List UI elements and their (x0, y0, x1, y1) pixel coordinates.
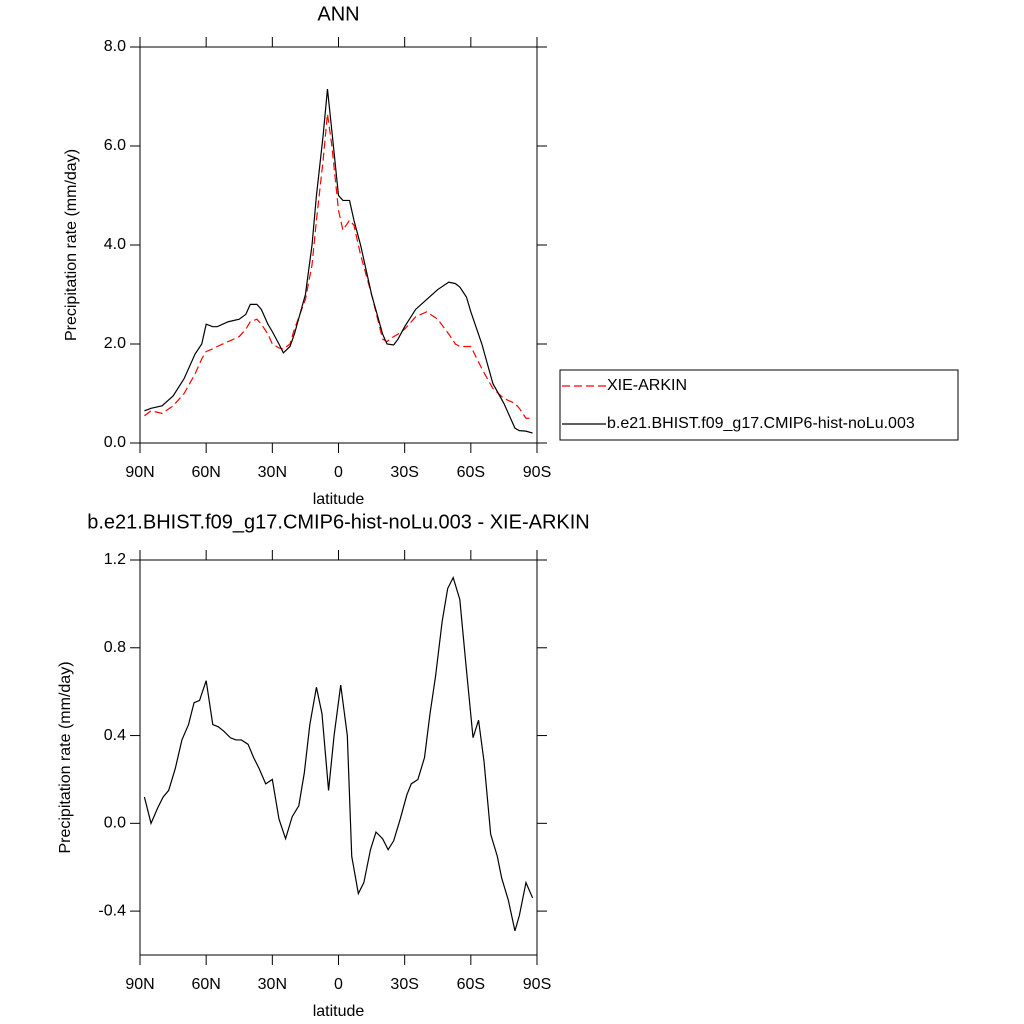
chart-title: ANN (317, 3, 359, 25)
x-tick-label: 30S (390, 976, 418, 993)
plot-frame (139, 559, 538, 956)
x-tick-label: 60N (191, 464, 220, 481)
x-tick-label: 30N (258, 976, 287, 993)
x-axis-label: latitude (313, 491, 365, 508)
y-axis-label: Precipitation rate (mm/day) (57, 661, 74, 853)
y-axis-label: Precipitation rate (mm/day) (63, 149, 80, 341)
x-tick-label: 0 (334, 464, 343, 481)
y-tick-label: 2.0 (104, 335, 126, 352)
y-tick-label: 0.4 (104, 727, 126, 744)
x-tick-label: 90N (125, 976, 154, 993)
x-tick-label: 60S (457, 464, 485, 481)
data-line (144, 113, 533, 419)
x-tick-label: 90S (523, 464, 551, 481)
plot-frame (139, 46, 538, 444)
legend-box (559, 369, 959, 441)
legend-label: b.e21.BHIST.f09_g17.CMIP6-hist-noLu.003 (607, 415, 915, 432)
y-tick-label: 4.0 (104, 236, 126, 253)
data-line (144, 89, 533, 434)
y-tick-label: 6.0 (104, 137, 126, 154)
y-tick-label: 1.2 (104, 551, 126, 568)
x-axis-label: latitude (313, 1003, 365, 1020)
y-tick-label: -0.4 (98, 902, 126, 919)
x-tick-label: 90N (125, 464, 154, 481)
data-line (143, 575, 534, 932)
y-tick-label: 0.8 (104, 639, 126, 656)
x-tick-label: 90S (523, 976, 551, 993)
y-tick-label: 0.0 (104, 815, 126, 832)
y-tick-label: 8.0 (104, 38, 126, 55)
x-tick-label: 0 (334, 976, 343, 993)
x-tick-label: 60S (457, 976, 485, 993)
x-tick-label: 30S (390, 464, 418, 481)
x-tick-label: 30N (258, 464, 287, 481)
legend-label: XIE-ARKIN (607, 377, 687, 394)
chart-title: b.e21.BHIST.f09_g17.CMIP6-hist-noLu.003 … (87, 511, 589, 533)
x-tick-label: 60N (191, 976, 220, 993)
y-tick-label: 0.0 (104, 434, 126, 451)
